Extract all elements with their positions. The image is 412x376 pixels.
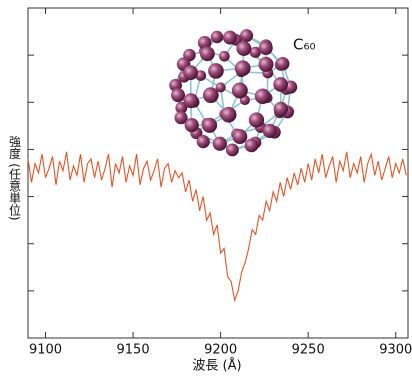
annotation: C₆₀ bbox=[293, 36, 316, 54]
atom bbox=[221, 107, 237, 123]
atom bbox=[197, 135, 210, 148]
x-tick-label: 9200 bbox=[204, 343, 237, 358]
atom bbox=[276, 57, 290, 71]
atom bbox=[183, 65, 198, 80]
atom bbox=[219, 51, 230, 62]
atom bbox=[236, 41, 251, 56]
atom bbox=[208, 63, 224, 79]
atom bbox=[213, 137, 227, 151]
atom bbox=[274, 102, 288, 116]
atom bbox=[202, 118, 217, 133]
atom bbox=[200, 46, 215, 61]
x-tick-label: 9300 bbox=[379, 343, 412, 358]
atom bbox=[183, 93, 198, 108]
atom bbox=[259, 57, 274, 72]
atom bbox=[263, 124, 277, 138]
atom bbox=[255, 88, 271, 104]
spectrum-line bbox=[28, 152, 406, 301]
x-tick-label: 9150 bbox=[117, 343, 150, 358]
atom bbox=[249, 112, 264, 127]
atom bbox=[245, 139, 259, 153]
atom bbox=[240, 29, 253, 42]
atom bbox=[273, 77, 288, 92]
atom bbox=[226, 144, 239, 157]
atom bbox=[203, 87, 219, 103]
x-tick-label: 9100 bbox=[29, 343, 62, 358]
c60-molecule bbox=[169, 29, 297, 156]
chart: 波長 (Å) 強度 (任意単位) C₆₀ 9100 9150 9200 9250 930… bbox=[0, 0, 412, 376]
atom bbox=[232, 83, 248, 99]
atom bbox=[211, 31, 224, 44]
atom bbox=[171, 88, 185, 102]
x-tick-label: 9250 bbox=[292, 343, 325, 358]
atom bbox=[259, 41, 273, 55]
x-axis-label: 波長 (Å) bbox=[192, 358, 241, 374]
atom bbox=[235, 60, 251, 76]
atom bbox=[223, 31, 237, 45]
y-axis-label: 強度 (任意単位) bbox=[8, 135, 22, 221]
atom bbox=[185, 118, 199, 132]
atom bbox=[232, 129, 247, 144]
